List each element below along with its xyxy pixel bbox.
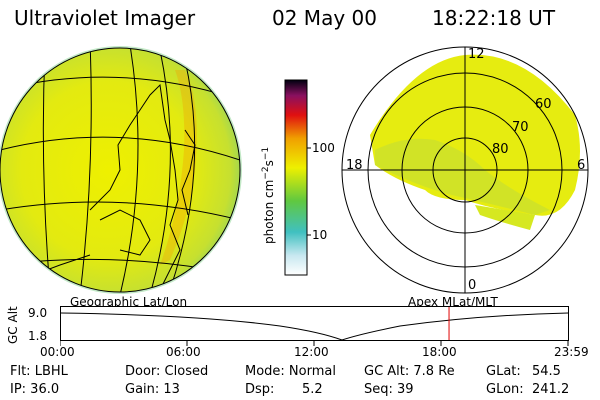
timeline-y-label: GC Alt [6, 306, 20, 344]
info-glon-value: 241.2 [532, 382, 570, 397]
timeline-x-tick-2359: 23:59 [554, 345, 589, 359]
info-gc-alt: GC Alt: 7.8 Re [364, 364, 455, 379]
polar-label-mlt-6: 6 [577, 158, 586, 173]
timeline-x-tick-0000: 00:00 [40, 345, 75, 359]
instrument-title: Ultraviolet Imager [14, 6, 196, 30]
info-flt: Flt: LBHL [10, 364, 68, 379]
timeline-left-title: Geographic Lat/Lon [70, 295, 188, 309]
time-label: 18:22:18 UT [432, 6, 556, 30]
timeline-y-tick-high: 9.0 [28, 306, 48, 320]
colorbar-tick-100: 100 [312, 141, 335, 155]
info-dsp-label: Dsp: [245, 382, 275, 397]
timeline-x-tick-1800: 18:00 [422, 345, 457, 359]
info-glat-label: GLat: [486, 364, 521, 379]
polar-plot [341, 46, 589, 294]
timeline-x-tick-0600: 06:00 [166, 345, 201, 359]
info-gain: Gain: 13 [125, 382, 180, 397]
info-mode: Mode: Normal [245, 364, 336, 379]
info-ip: IP: 36.0 [10, 382, 60, 397]
geographic-image [0, 46, 242, 294]
colorbar-tick-10: 10 [312, 228, 328, 242]
polar-label-lat-80: 80 [492, 142, 509, 157]
polar-label-mlt-0: 0 [468, 278, 477, 293]
timeline-x-tick-1200: 12:00 [294, 345, 329, 359]
polar-label-lat-60: 60 [535, 97, 552, 112]
altitude-curve [60, 312, 569, 341]
info-seq: Seq: 39 [364, 382, 414, 397]
colorbar-unit-label: photon cm−2s−1 [261, 146, 276, 244]
timeline-right-title: Apex MLat/MLT [408, 295, 498, 309]
altitude-timeline [60, 306, 569, 346]
timeline-y-tick-low: 1.8 [28, 329, 48, 343]
info-glon-label: GLon: [486, 382, 524, 397]
polar-label-lat-70: 70 [512, 120, 529, 135]
colorbar [284, 79, 311, 276]
info-glat-value: 54.5 [532, 364, 561, 379]
date-label: 02 May 00 [272, 6, 377, 30]
polar-label-mlt-18: 18 [346, 158, 363, 173]
polar-label-mlt-12: 12 [468, 47, 485, 62]
info-door: Door: Closed [125, 364, 209, 379]
info-dsp-value: 5.2 [302, 382, 323, 397]
colorbar-scale [284, 79, 308, 276]
